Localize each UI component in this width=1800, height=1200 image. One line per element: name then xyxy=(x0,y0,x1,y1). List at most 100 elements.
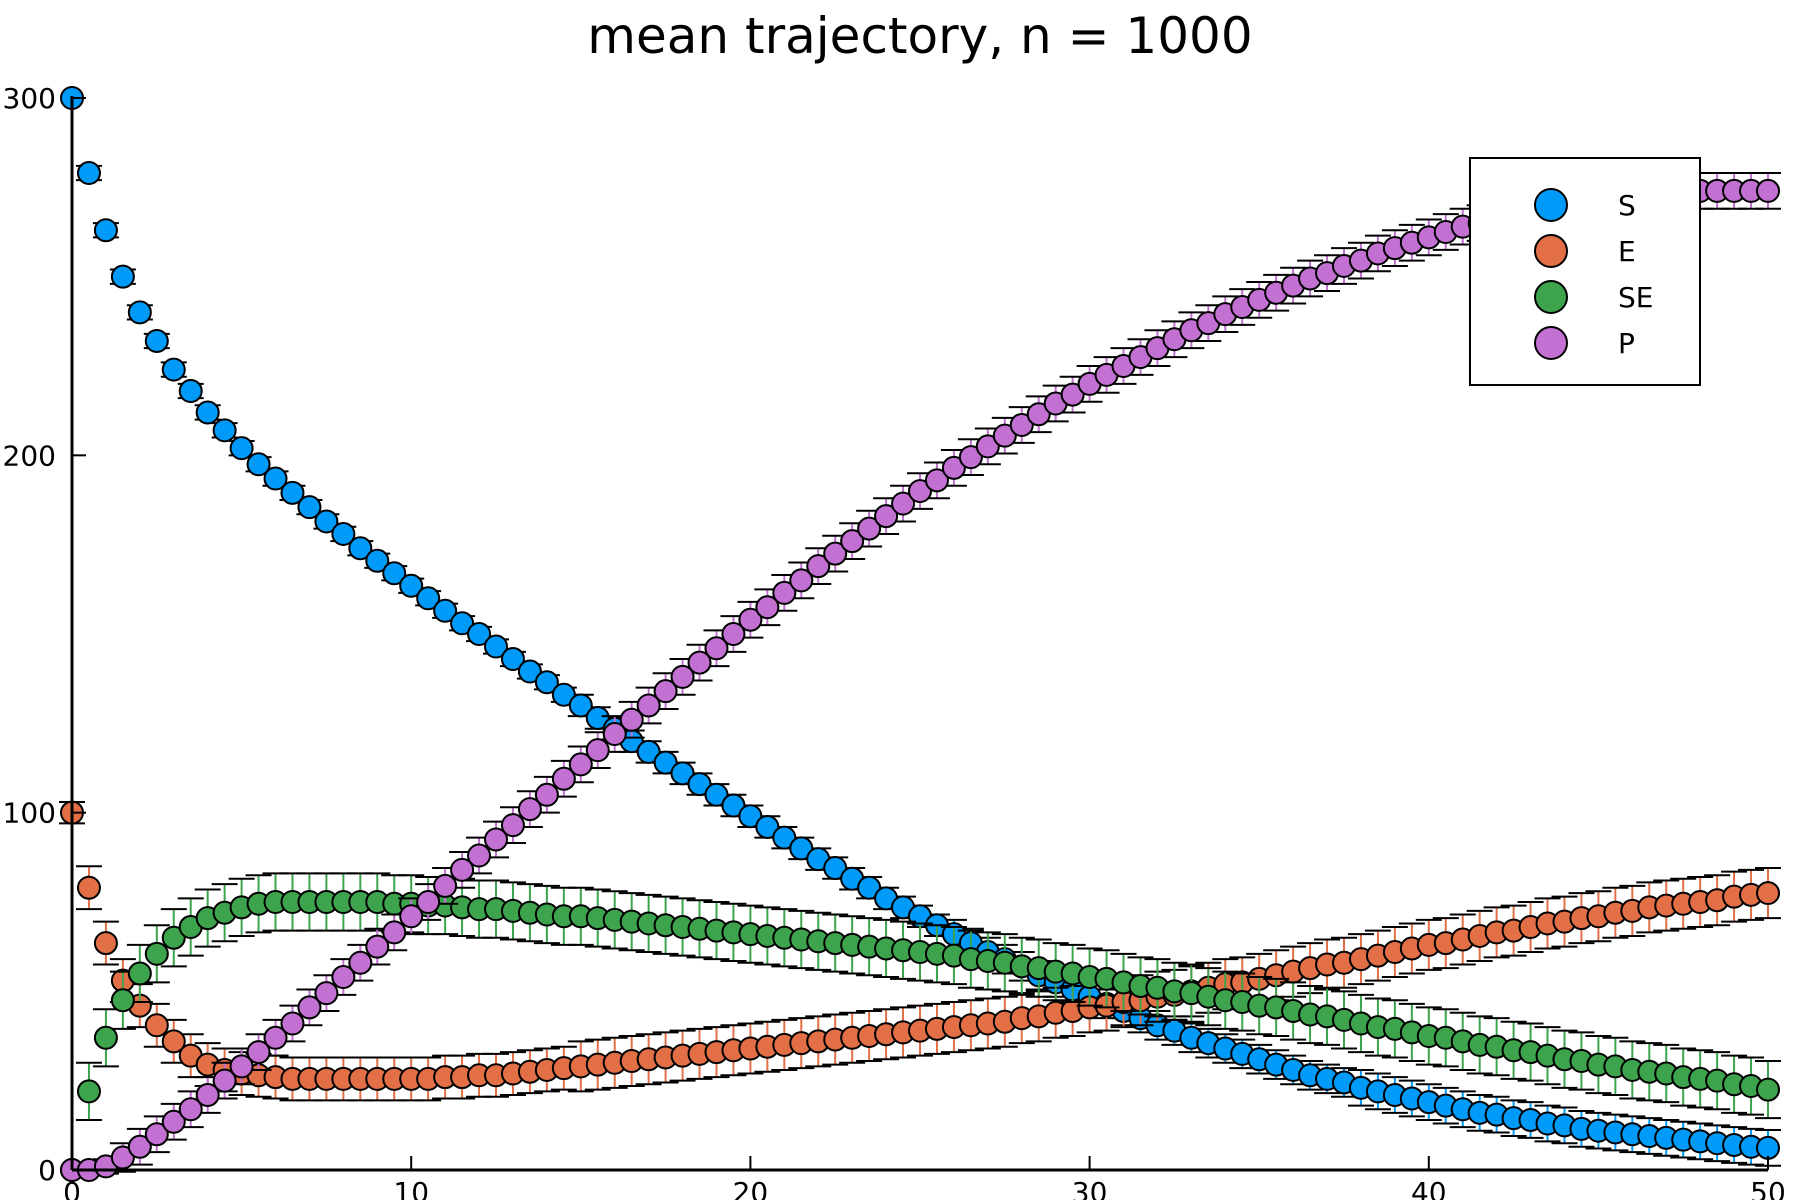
data-point xyxy=(161,925,186,950)
data-point xyxy=(687,650,712,675)
data-point xyxy=(602,722,627,747)
data-point xyxy=(1756,881,1780,906)
data-point xyxy=(992,423,1017,448)
data-point xyxy=(399,573,424,598)
data-point xyxy=(891,491,916,516)
data-point xyxy=(1756,1077,1780,1102)
data-point xyxy=(551,766,576,791)
data-point xyxy=(161,1109,186,1134)
legend: SE SE P xyxy=(1469,157,1701,386)
data-point xyxy=(857,516,882,541)
y-tick-label: 0 xyxy=(38,1154,56,1187)
data-point xyxy=(382,920,407,945)
data-point xyxy=(975,434,1000,459)
data-point xyxy=(144,328,169,353)
data-point xyxy=(331,965,356,990)
data-point xyxy=(1009,412,1034,437)
data-point xyxy=(161,1029,186,1054)
data-point xyxy=(76,875,101,900)
data-point xyxy=(823,856,848,881)
data-point xyxy=(433,873,458,898)
data-point xyxy=(280,480,305,505)
data-point xyxy=(348,536,373,561)
data-point xyxy=(144,1013,169,1038)
data-point xyxy=(297,495,322,520)
points-se xyxy=(60,890,1780,1182)
data-point xyxy=(1060,382,1085,407)
data-point xyxy=(670,761,695,786)
data-point xyxy=(653,750,678,775)
data-point xyxy=(823,541,848,566)
axes: 0 10 20 30 40 50 0 100 200 300 xyxy=(3,82,1786,1200)
y-tick-label: 200 xyxy=(3,439,56,472)
data-point xyxy=(704,636,729,661)
data-point xyxy=(840,529,865,554)
data-point xyxy=(314,509,339,534)
data-point xyxy=(484,634,508,659)
data-point xyxy=(772,580,797,605)
y-tick-label: 300 xyxy=(3,82,56,115)
data-point xyxy=(280,1011,305,1036)
data-point xyxy=(484,827,508,852)
x-tick-label: 0 xyxy=(63,1176,81,1200)
legend-label-se: SE xyxy=(1618,281,1653,314)
data-point xyxy=(1756,178,1780,203)
legend-box xyxy=(1469,157,1701,386)
data-point xyxy=(76,1079,101,1104)
data-point xyxy=(416,586,441,611)
data-point xyxy=(433,598,458,623)
y-tick-label: 100 xyxy=(3,797,56,830)
x-tick-label: 30 xyxy=(1072,1176,1108,1200)
data-point xyxy=(534,670,559,695)
data-point xyxy=(585,705,610,730)
x-tick-label: 40 xyxy=(1411,1176,1447,1200)
x-tick-label: 50 xyxy=(1750,1176,1786,1200)
data-point xyxy=(721,793,746,818)
data-point xyxy=(178,379,203,404)
data-point xyxy=(467,622,492,646)
data-point xyxy=(127,1134,152,1159)
data-point xyxy=(195,1082,220,1107)
data-point xyxy=(365,934,390,959)
data-point xyxy=(161,357,186,382)
data-point xyxy=(704,782,729,807)
legend-marker-se xyxy=(1534,280,1568,314)
data-point xyxy=(229,436,254,461)
legend-marker-e xyxy=(1534,234,1568,268)
data-point xyxy=(500,647,525,672)
data-point xyxy=(636,739,661,764)
data-point xyxy=(755,595,780,620)
data-point xyxy=(636,693,661,718)
data-point xyxy=(670,664,695,689)
data-point xyxy=(755,814,780,839)
data-point xyxy=(738,804,763,829)
data-point xyxy=(229,1054,254,1079)
legend-label-e: E xyxy=(1618,235,1636,268)
data-point xyxy=(450,857,475,882)
data-point xyxy=(212,1068,237,1093)
series-se xyxy=(60,872,1781,1182)
data-point xyxy=(76,161,101,186)
data-point xyxy=(144,1122,169,1147)
data-point xyxy=(806,554,831,579)
data-point xyxy=(789,836,814,861)
data-point xyxy=(416,890,441,914)
data-point xyxy=(348,950,373,975)
data-point xyxy=(382,561,407,586)
data-point xyxy=(687,772,712,797)
chart-title: mean trajectory, n = 1000 xyxy=(587,7,1252,65)
legend-label-s: S xyxy=(1618,189,1636,222)
data-point xyxy=(789,568,814,593)
data-point xyxy=(263,466,288,491)
legend-marker-p xyxy=(1534,326,1568,360)
data-point xyxy=(297,995,322,1020)
data-point xyxy=(941,455,966,480)
data-point xyxy=(619,707,644,732)
x-tick-label: 10 xyxy=(393,1176,429,1200)
data-point xyxy=(127,961,152,986)
data-point xyxy=(110,988,135,1013)
data-point xyxy=(450,611,475,636)
legend-label-p: P xyxy=(1618,327,1635,360)
data-point xyxy=(1756,1135,1780,1160)
